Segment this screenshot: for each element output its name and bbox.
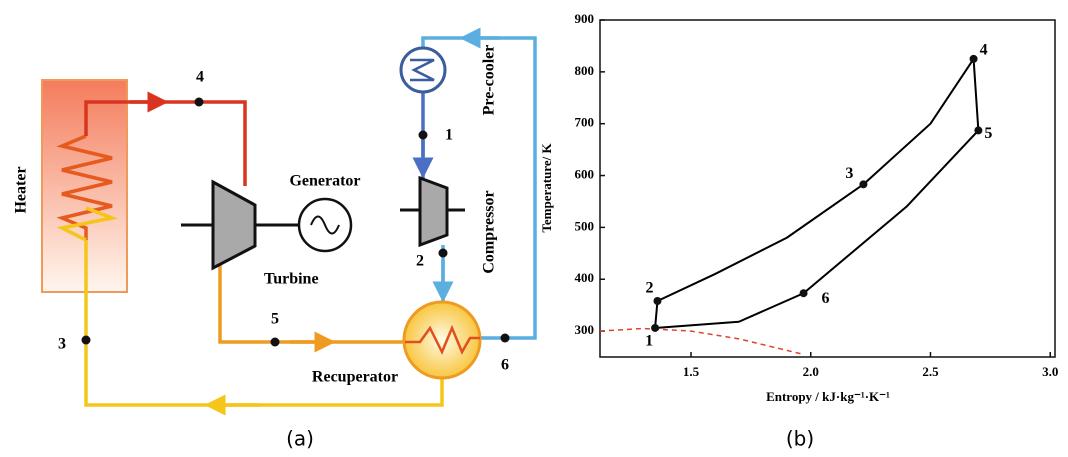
x-tick-label: 1.5 <box>683 364 700 379</box>
state-point <box>970 55 978 63</box>
label: Recuperator <box>312 369 398 386</box>
x-axis-label: Entropy / kJ·kg⁻¹·K⁻¹ <box>766 389 890 404</box>
x-tick-label: 2.5 <box>922 364 939 379</box>
point-label: 5 <box>271 311 279 328</box>
label: Pre-cooler <box>481 45 498 116</box>
point-label: 6 <box>501 357 509 374</box>
state-label: 1 <box>645 333 653 350</box>
state-point <box>800 289 808 297</box>
y-tick-label: 900 <box>575 11 595 26</box>
y-tick-label: 700 <box>575 115 595 130</box>
label: Heater <box>13 166 30 213</box>
y-tick-label: 800 <box>575 63 595 78</box>
label: Generator <box>289 173 360 190</box>
state-label: 2 <box>645 280 653 297</box>
label: Turbine <box>264 271 319 288</box>
state-point <box>653 297 661 305</box>
y-tick-label: 600 <box>575 167 595 182</box>
caption: (a) <box>286 427 314 451</box>
line <box>600 328 804 354</box>
y-tick-label: 400 <box>575 270 595 285</box>
point-label: 2 <box>416 253 424 270</box>
state-point <box>859 180 867 188</box>
line <box>655 59 978 328</box>
figure: Heater Generator Turbine Recuperator Pre… <box>0 0 1068 457</box>
x-tick-label: 3.0 <box>1042 364 1058 379</box>
caption: (b) <box>786 427 814 451</box>
point-label: 1 <box>445 127 453 144</box>
label: Compressor <box>481 190 498 273</box>
point-label: 3 <box>58 336 66 353</box>
x-tick-label: 2.0 <box>803 364 819 379</box>
state-label: 5 <box>984 125 992 142</box>
cycle-diagram <box>42 38 535 405</box>
y-tick-label: 500 <box>575 218 595 233</box>
y-tick-label: 300 <box>575 322 595 337</box>
state-label: 4 <box>980 42 988 59</box>
state-point <box>651 324 659 332</box>
y-axis-label: Temperature/ K <box>539 143 554 233</box>
state-label: 6 <box>822 290 830 307</box>
state-label: 3 <box>845 165 853 182</box>
point-label: 4 <box>196 69 204 86</box>
state-point <box>974 126 982 134</box>
